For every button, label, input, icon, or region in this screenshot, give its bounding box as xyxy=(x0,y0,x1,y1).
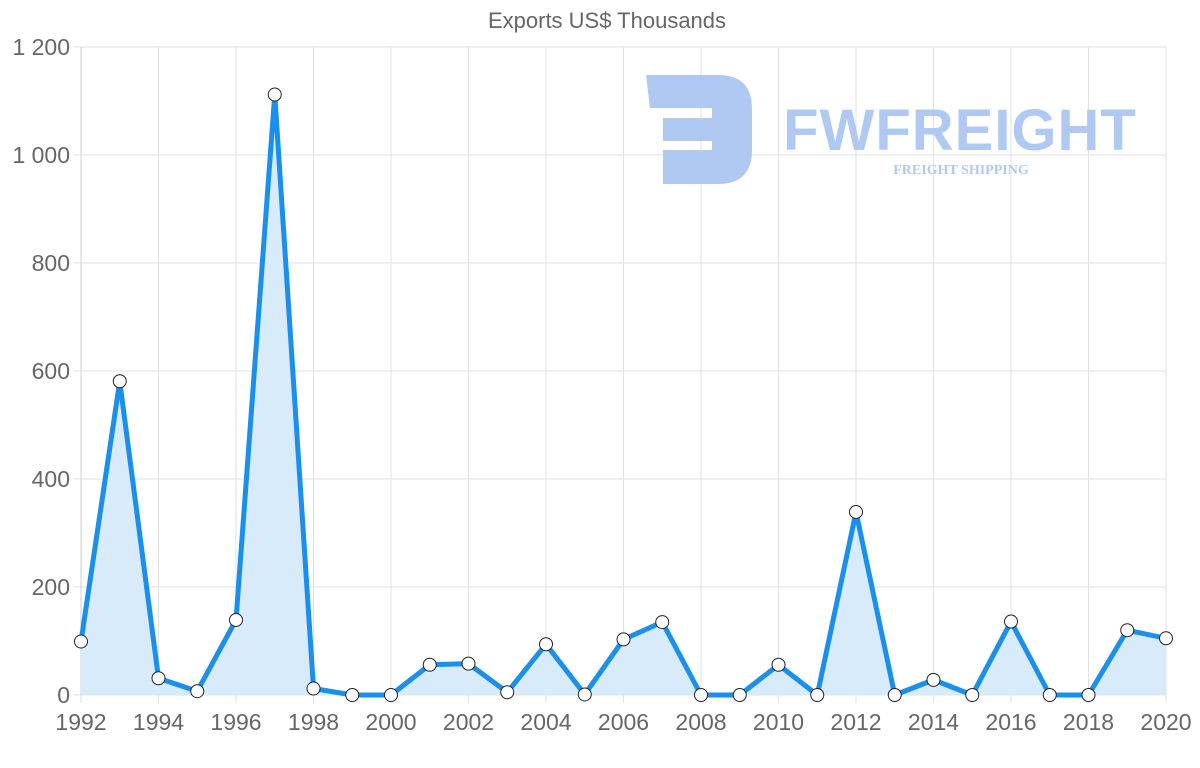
data-point-marker[interactable]: 1997: 1112 xyxy=(267,87,282,102)
x-tick-label: 2004 xyxy=(520,709,571,735)
data-point-marker[interactable]: 1996: 139 xyxy=(229,612,243,627)
y-tick-label: 0 xyxy=(57,682,70,708)
x-tick-label: 2000 xyxy=(365,709,416,735)
y-tick-label: 200 xyxy=(32,574,70,600)
data-point-marker[interactable]: 2003: 5 xyxy=(500,685,515,700)
x-tick-label: 2020 xyxy=(1140,709,1191,735)
fwfreight-logo-icon xyxy=(646,75,752,184)
data-point-marker[interactable]: 2005: 1 xyxy=(577,687,592,702)
y-tick-label: 1 000 xyxy=(12,142,70,168)
data-markers: 1992: 99 1993: 581 1994: 31 1995: 7 1996: 13… xyxy=(74,87,1173,702)
x-tick-label: 2018 xyxy=(1063,709,1114,735)
x-tick-label: 2008 xyxy=(675,709,726,735)
data-point-marker[interactable]: 2008: 0 xyxy=(694,688,708,702)
data-point-marker[interactable]: 2015: 0 xyxy=(965,688,980,702)
data-point-marker[interactable]: 1992: 99 xyxy=(74,634,88,649)
y-tick-label: 600 xyxy=(32,358,70,384)
y-tick-label: 400 xyxy=(32,466,70,492)
data-point-marker[interactable]: 2020: 105 xyxy=(1159,631,1173,646)
watermark-brand: FWFREIGHT xyxy=(783,98,1137,163)
x-tick-label: 2016 xyxy=(985,709,1036,735)
data-point-marker[interactable]: 2000: 0 xyxy=(384,688,398,702)
x-tick-label: 2014 xyxy=(908,709,959,735)
data-point-marker[interactable]: 2017: 0 xyxy=(1042,688,1057,702)
data-point-marker[interactable]: 2009: 0 xyxy=(732,688,747,702)
data-point-marker[interactable]: 1998: 12 xyxy=(306,681,321,696)
grid-lines xyxy=(73,46,1167,703)
data-point-marker[interactable]: 2013: 0 xyxy=(887,688,902,702)
data-point-marker[interactable]: 2016: 136 xyxy=(1004,614,1018,629)
x-tick-label: 2010 xyxy=(753,709,804,735)
data-point-marker[interactable]: 2019: 120 xyxy=(1120,623,1135,638)
x-tick-label: 2012 xyxy=(830,709,881,735)
y-tick-label: 800 xyxy=(32,250,70,276)
x-tick-label: 2006 xyxy=(598,709,649,735)
x-tick-label: 2002 xyxy=(443,709,494,735)
data-point-marker[interactable]: 2006: 103 xyxy=(616,632,631,647)
x-tick-label: 1998 xyxy=(288,709,339,735)
data-point-marker[interactable]: 1993: 581 xyxy=(112,374,127,389)
chart-title: Exports US$ Thousands xyxy=(487,8,727,33)
x-tick-label: 1992 xyxy=(55,709,106,735)
data-point-marker[interactable]: 1995: 7 xyxy=(190,684,205,699)
data-point-marker[interactable]: 2010: 56 xyxy=(771,657,786,672)
watermark: FWFREIGHT FREIGHT SHIPPING xyxy=(646,75,1137,184)
data-point-marker[interactable]: 2011: 0 xyxy=(810,688,825,702)
data-point-marker[interactable]: 2012: 339 xyxy=(849,504,863,519)
data-point-marker[interactable]: 2014: 28 xyxy=(926,672,941,687)
data-point-marker[interactable]: 2018: 0 xyxy=(1081,688,1096,702)
data-point-marker[interactable]: 2004: 94 xyxy=(539,637,553,652)
y-tick-label: 1 200 xyxy=(12,34,70,60)
watermark-tagline: FREIGHT SHIPPING xyxy=(893,163,1029,178)
axis-labels: 0 200 400 600 800 1 000 1 200 1992 1994 1996 1998 2… xyxy=(12,34,1191,735)
data-point-marker[interactable]: 1999: 0 xyxy=(345,688,360,702)
data-point-marker[interactable]: 2007: 135 xyxy=(655,615,670,630)
data-point-marker[interactable]: 1994: 31 xyxy=(151,671,166,686)
x-tick-label: 1996 xyxy=(210,709,261,735)
data-point-marker[interactable]: 2002: 58 xyxy=(461,656,476,671)
x-tick-label: 1994 xyxy=(133,709,184,735)
